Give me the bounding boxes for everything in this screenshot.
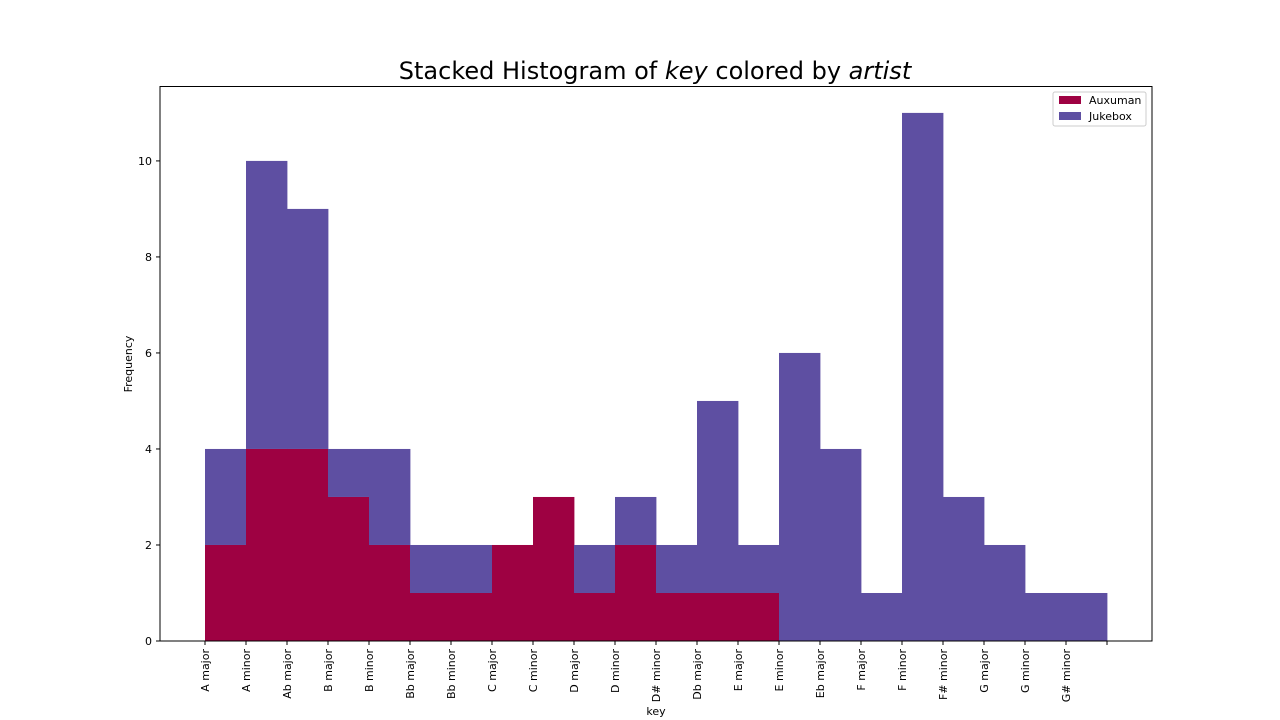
x-tick-label: Bb major bbox=[404, 649, 417, 699]
x-tick-label: Ab major bbox=[281, 649, 294, 699]
bar-auxuman-3 bbox=[328, 496, 370, 641]
x-tick-label: C major bbox=[486, 649, 499, 692]
chart-title: Stacked Histogram of key colored by arti… bbox=[399, 57, 913, 85]
plot-frame bbox=[159, 86, 1153, 642]
bar-auxuman-13 bbox=[738, 592, 780, 641]
bar-jukebox-5 bbox=[410, 544, 452, 593]
y-tick-label: 6 bbox=[145, 347, 152, 360]
x-tick-label: Bb minor bbox=[445, 649, 458, 699]
bar-jukebox-6 bbox=[451, 544, 493, 593]
bar-jukebox-17 bbox=[902, 112, 944, 641]
y-tick-label: 8 bbox=[145, 251, 152, 264]
bar-jukebox-19 bbox=[984, 544, 1026, 641]
x-axis-ticks: A major A minor Ab major B major B minor Bb m… bbox=[199, 641, 1108, 703]
bar-auxuman-9 bbox=[574, 592, 616, 641]
title-var-key: key bbox=[665, 57, 709, 85]
bar-jukebox-0 bbox=[205, 448, 247, 545]
bar-jukebox-2 bbox=[287, 208, 329, 449]
x-tick-label: D major bbox=[568, 649, 581, 693]
x-tick-label: F major bbox=[855, 649, 868, 691]
x-tick-label: Eb major bbox=[814, 649, 827, 699]
bar-jukebox-21 bbox=[1066, 592, 1108, 641]
legend-label-auxuman: Auxuman bbox=[1089, 94, 1141, 107]
bar-auxuman-1 bbox=[246, 448, 288, 641]
title-var-artist: artist bbox=[849, 57, 913, 85]
x-tick-label: F minor bbox=[896, 649, 909, 691]
bar-auxuman-11 bbox=[656, 592, 698, 641]
y-tick-label: 0 bbox=[145, 635, 152, 648]
title-prefix: Stacked Histogram of bbox=[399, 57, 665, 85]
bar-jukebox-3 bbox=[328, 448, 370, 497]
y-tick-label: 2 bbox=[145, 539, 152, 552]
x-tick-label: G major bbox=[978, 649, 991, 693]
bar-jukebox-9 bbox=[574, 544, 616, 593]
x-tick-label: D minor bbox=[609, 649, 622, 693]
x-tick-label: A major bbox=[199, 649, 212, 692]
x-tick-label: G minor bbox=[1019, 649, 1032, 693]
bar-auxuman-12 bbox=[697, 592, 739, 641]
bars-group bbox=[205, 112, 1108, 641]
y-axis-label: Frequency bbox=[122, 335, 135, 392]
y-tick-label: 4 bbox=[145, 443, 152, 456]
bar-jukebox-4 bbox=[369, 448, 411, 545]
bar-auxuman-4 bbox=[369, 544, 411, 641]
bar-jukebox-13 bbox=[738, 544, 780, 593]
bar-auxuman-5 bbox=[410, 592, 452, 641]
x-tick-label: B minor bbox=[363, 649, 376, 693]
bar-auxuman-6 bbox=[451, 592, 493, 641]
bar-auxuman-2 bbox=[287, 448, 329, 641]
x-tick-label: Db major bbox=[691, 649, 704, 700]
legend-label-jukebox: Jukebox bbox=[1088, 110, 1132, 123]
bar-auxuman-0 bbox=[205, 544, 247, 641]
x-tick-label: C minor bbox=[527, 649, 540, 693]
title-mid: colored by bbox=[708, 57, 849, 85]
legend: Auxuman Jukebox bbox=[1052, 91, 1147, 127]
x-tick-label: D# minor bbox=[650, 649, 663, 703]
x-tick-label: G# minor bbox=[1060, 649, 1073, 703]
bar-jukebox-1 bbox=[246, 160, 288, 449]
bar-jukebox-16 bbox=[861, 592, 903, 641]
x-axis-label: key bbox=[646, 705, 666, 718]
bar-jukebox-10 bbox=[615, 496, 657, 545]
x-tick-label: E major bbox=[732, 649, 745, 692]
bar-jukebox-15 bbox=[820, 448, 862, 641]
x-tick-label: E minor bbox=[773, 649, 786, 692]
x-tick-label: F# minor bbox=[937, 649, 950, 701]
bar-jukebox-12 bbox=[697, 400, 739, 593]
y-axis-ticks: 0 2 4 6 8 10 bbox=[138, 155, 160, 648]
bar-jukebox-20 bbox=[1025, 592, 1067, 641]
legend-swatch-jukebox bbox=[1059, 112, 1081, 120]
x-tick-label: A minor bbox=[240, 649, 253, 692]
legend-swatch-auxuman bbox=[1059, 96, 1081, 104]
y-tick-label: 10 bbox=[138, 155, 152, 168]
bar-auxuman-8 bbox=[533, 496, 575, 641]
bar-jukebox-18 bbox=[943, 496, 985, 641]
x-tick-label: B major bbox=[322, 649, 335, 692]
bar-jukebox-14 bbox=[779, 352, 821, 641]
bar-auxuman-7 bbox=[492, 544, 534, 641]
bar-auxuman-10 bbox=[615, 544, 657, 641]
bar-jukebox-11 bbox=[656, 544, 698, 593]
